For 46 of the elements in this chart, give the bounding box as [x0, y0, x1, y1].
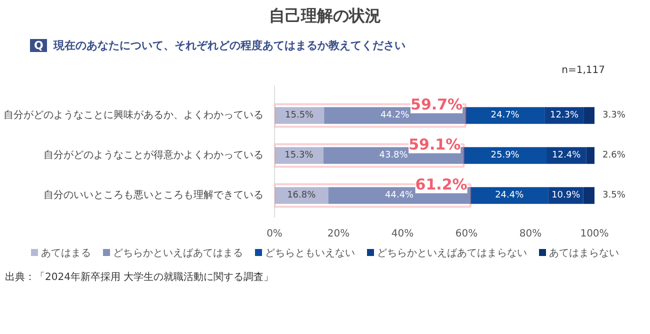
x-tick-label: 60% [455, 228, 478, 240]
data-label: 16.8% [287, 190, 316, 200]
bar [464, 146, 546, 164]
data-label: 15.5% [285, 110, 314, 120]
data-label: 24.7% [490, 110, 520, 120]
annotation: 59.1% [408, 135, 461, 154]
y-tick-label: 自分がどのようなことに興味があるか、よくわかっている [4, 108, 264, 121]
x-tick-label: 20% [327, 228, 350, 240]
legend-label: あてはまらない [548, 246, 619, 261]
bar [584, 106, 594, 124]
bar [583, 186, 594, 204]
bar [274, 106, 324, 124]
bar [274, 186, 328, 204]
x-tick-label: 40% [391, 228, 414, 240]
chart-title: 自己理解の状況 [269, 5, 381, 27]
bar [586, 146, 594, 164]
source-note: 出典：「2024年新卒採用 大学生の就職活動に関する調査」 [5, 271, 274, 286]
data-label: 25.9% [490, 150, 520, 160]
data-label: 15.3% [284, 150, 314, 160]
data-label: 3.3% [602, 110, 626, 120]
legend-label: どちらかといえばあてはまる [112, 246, 243, 261]
bar [470, 186, 548, 204]
y-tick-label: 自分のいいところも悪いところも理解できている [44, 188, 264, 201]
legend-label: あてはまる [40, 246, 91, 261]
x-tick-label: 0% [266, 228, 282, 240]
x-tick-label: 100% [580, 228, 609, 240]
legend-label: どちらともいえない [264, 246, 355, 261]
data-label: 44.2% [380, 110, 410, 120]
data-label: 43.8% [379, 150, 408, 160]
text: Q [30, 38, 48, 52]
bar [274, 146, 324, 164]
data-label: 44.4% [385, 190, 414, 200]
data-label: 12.3% [550, 110, 580, 120]
annotation: 59.7% [410, 95, 463, 114]
chart-subtitle: 現在のあなたについて、それぞれどの程度あてはまるか教えてください [53, 38, 406, 52]
data-label: 10.9% [552, 190, 581, 200]
legend-label: どちらかといえばあてはまらない [376, 246, 527, 261]
data-label: 24.4% [495, 190, 524, 200]
data-label: 12.4% [552, 150, 582, 160]
data-label: 2.6% [602, 150, 626, 160]
y-tick-label: 自分がどのようなことが得意かよくわかっている [44, 148, 264, 161]
data-label: 3.5% [602, 190, 626, 200]
text: n=1,117 [562, 64, 605, 78]
annotation: 61.2% [415, 175, 468, 194]
x-tick-label: 80% [519, 228, 542, 240]
bar [466, 106, 545, 124]
